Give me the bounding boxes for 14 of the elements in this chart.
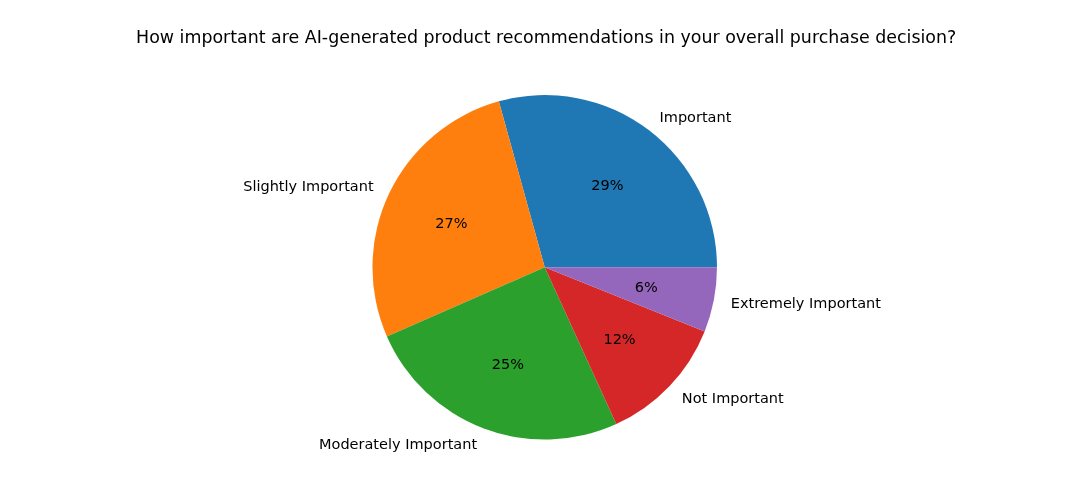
slice-label: Extremely Important [730, 295, 882, 312]
slice-label: Moderately Important [319, 436, 478, 453]
slice-label: Not Important [681, 390, 785, 407]
data-label: 6% [634, 278, 658, 295]
data-label: 25% [491, 355, 524, 372]
slice-label: Important [659, 108, 732, 125]
data-label: 12% [603, 330, 636, 347]
chart-title: How important are AI-generated product recommendations in your overall purchase decision? [136, 26, 957, 47]
data-label: 27% [435, 214, 468, 231]
pie-slice [372, 101, 545, 337]
pie-slice [544, 267, 717, 332]
data-label: 29% [591, 177, 624, 194]
pie-slice [544, 267, 705, 425]
slice-label: Slightly Important [243, 177, 374, 194]
